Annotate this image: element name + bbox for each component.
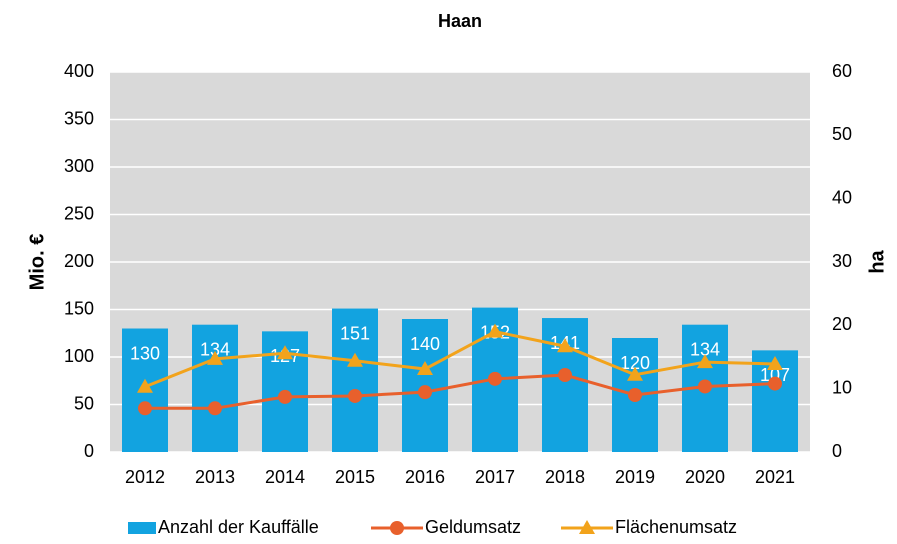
line-marker [627, 366, 643, 381]
bar [332, 308, 378, 452]
line-marker [208, 401, 222, 416]
y-tick-label: 200 [64, 251, 94, 271]
x-tick-label: 2016 [405, 467, 445, 487]
x-tick-label: 2014 [265, 467, 305, 487]
line-marker [558, 368, 572, 383]
y2-tick-label: 60 [832, 61, 852, 81]
line-marker [698, 379, 712, 394]
x-tick-label: 2015 [335, 467, 375, 487]
x-tick-label: 2013 [195, 467, 235, 487]
line-marker [418, 385, 432, 400]
line-marker [697, 354, 713, 369]
bar-label: 134 [690, 339, 720, 359]
y2-tick-label: 30 [832, 251, 852, 271]
y-tick-label: 100 [64, 346, 94, 366]
y2-tick-label: 50 [832, 124, 852, 144]
legend-marker [579, 520, 595, 534]
y2-tick-label: 0 [832, 441, 842, 461]
bar [192, 324, 238, 452]
line-marker [207, 350, 223, 365]
line-marker [137, 378, 153, 393]
y-tick-label: 300 [64, 156, 94, 176]
legend-marker [390, 521, 404, 535]
x-tick-label: 2020 [685, 467, 725, 487]
line-marker [487, 323, 503, 338]
y-tick-label: 0 [84, 441, 94, 461]
line-marker [768, 376, 782, 391]
line-marker [417, 361, 433, 376]
legend-label: Flächenumsatz [615, 517, 737, 537]
bar-label: 130 [130, 343, 160, 363]
line-marker [488, 371, 502, 386]
x-tick-label: 2021 [755, 467, 795, 487]
x-tick-label: 2017 [475, 467, 515, 487]
legend-swatch [128, 522, 156, 534]
y-tick-label: 250 [64, 203, 94, 223]
line-marker [767, 355, 783, 370]
line-marker [557, 338, 573, 353]
line-marker [347, 352, 363, 367]
bar-label: 107 [760, 365, 790, 385]
line-marker [277, 345, 293, 360]
bar-label: 134 [200, 339, 230, 359]
y2-tick-label: 20 [832, 314, 852, 334]
line [144, 330, 776, 389]
line [145, 373, 776, 410]
line-marker [628, 388, 642, 402]
y2-tick-label: 10 [832, 377, 852, 397]
x-tick-label: 2019 [615, 467, 655, 487]
chart-title: Haan [438, 11, 482, 31]
bar-label: 120 [620, 353, 650, 373]
y2-tick-label: 40 [832, 187, 852, 207]
line-marker [348, 388, 362, 403]
y-tick-label: 150 [64, 298, 94, 318]
y-axis-title: Mio. € [26, 234, 48, 291]
y-tick-label: 50 [74, 393, 94, 413]
legend-label: Anzahl der Kauffälle [158, 517, 319, 537]
line-marker [138, 401, 152, 416]
y-tick-label: 400 [64, 61, 94, 81]
legend-label: Geldumsatz [425, 517, 521, 537]
x-tick-label: 2012 [125, 467, 165, 487]
y-tick-label: 350 [64, 108, 94, 128]
line-marker [278, 389, 292, 404]
bar-label: 151 [340, 323, 370, 343]
bar-label: 140 [410, 334, 440, 354]
x-tick-label: 2018 [545, 467, 585, 487]
y2-axis-title: ha [866, 249, 888, 273]
